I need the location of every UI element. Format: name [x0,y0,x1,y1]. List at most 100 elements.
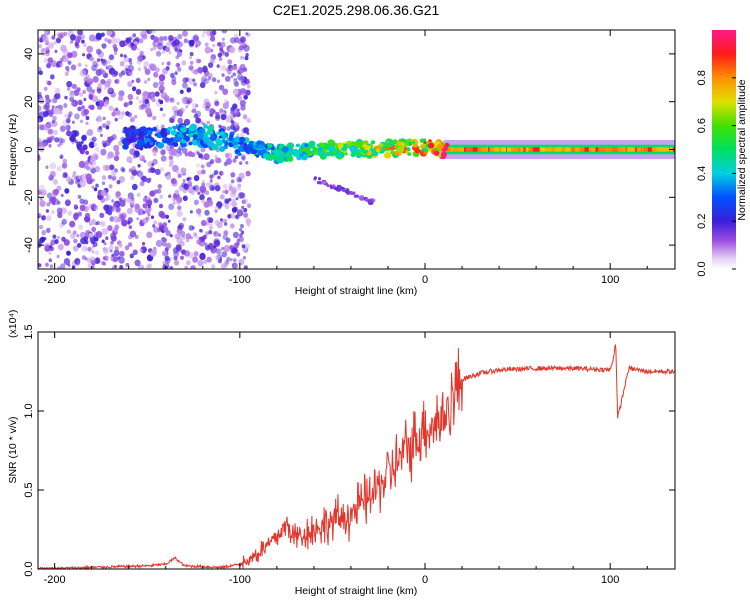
spectrogram-cell [79,69,87,77]
spectrogram-cell [52,234,57,239]
spectrogram-cell [239,88,247,96]
spectrogram-cell [239,63,246,70]
spectrogram-cell [121,168,126,173]
spectrogram-cell [199,228,203,233]
spectrogram-cell [235,214,239,219]
spectrogram-cell [203,98,210,106]
spectrogram-cell [239,132,245,138]
spectrogram-cell [89,56,95,62]
spectrogram-cell [154,91,160,97]
spectrogram-cell [136,139,144,146]
spectrogram-cell [227,64,232,70]
spectrogram-cell [193,113,199,119]
spectrogram-cell [207,76,212,81]
spectrogram-cell [206,199,214,207]
spectrogram-cell [91,64,97,72]
colorbar-tick-label: 0.6 [696,118,708,133]
spectrogram-cell [138,154,143,160]
spectrogram-cell [493,147,500,152]
spectrogram-cell [38,184,45,192]
spectrogram-cell [618,147,625,152]
spectrogram-cell [226,256,231,262]
spectrogram-cell [233,263,239,269]
spectrogram-cell [384,142,391,148]
spectrogram-cell [127,112,132,118]
spectrogram-cell [543,147,551,152]
spectrogram-cell [172,115,176,120]
colorbar-tick-label: 0.0 [696,261,708,276]
spectrogram-cell [79,119,84,124]
spectrogram-cell [243,265,248,269]
spectrogram-cell [196,239,202,245]
spectrogram-cell [130,131,136,136]
spectrogram-cell [100,197,106,203]
spectrogram-cell [79,231,86,239]
spectrogram-cell [119,250,125,257]
spectrogram-ytick-label: 40 [23,48,35,60]
spectrogram-cell [214,205,219,211]
spectrogram-cell [376,149,380,153]
spectrogram-cell [69,96,75,103]
spectrogram-cell [63,31,68,36]
spectrogram-cell [130,175,135,180]
spectrogram-cell [64,188,70,194]
spectrogram-cell [54,87,61,94]
spectrogram-cell [107,39,112,44]
spectrogram-cell [57,243,64,251]
spectrogram-cell [182,147,188,154]
spectrogram-cell [158,222,163,228]
spectrogram-cell [213,247,218,252]
spectrogram-cell [345,190,349,194]
spectrogram-cell [240,79,247,86]
spectrogram-cell [147,204,151,209]
spectrogram-cell [113,155,120,162]
spectrogram-cell [499,147,502,152]
colorbar-gradient [712,30,736,269]
spectrogram-cell [143,159,147,163]
spectrogram-cell [197,213,202,217]
spectrogram-cell [124,245,130,251]
spectrogram-cell [572,147,578,152]
spectrogram-cell [188,65,194,71]
spectrogram-cell [105,164,111,171]
spectrogram-cell [404,143,409,147]
spectrogram-cell [84,160,89,165]
spectrogram-cell [181,96,188,104]
spectrogram-cell [106,30,113,36]
spectrogram-cell [74,113,80,120]
spectrogram-cell [41,215,46,221]
spectrogram-cell [108,105,114,111]
spectrogram-cell [149,141,154,146]
spectrogram-cell [168,149,174,156]
spectrogram-cell [110,235,117,242]
spectrogram-cell [177,173,182,179]
spectrogram-cell [147,110,153,117]
spectrogram-cell [47,128,54,135]
spectrogram-cell [314,151,318,155]
spectrogram-cell [88,141,95,149]
spectrogram-cell [185,233,192,240]
spectrogram-cell [150,47,154,52]
spectrogram-cell [85,77,91,83]
spectrogram-cell [227,214,232,219]
spectrogram-cell [200,147,206,153]
spectrogram-cell [327,139,335,146]
spectrogram-cell [244,55,249,61]
spectrogram-cell [313,176,317,180]
spectrogram-cell [157,184,162,189]
spectrogram-cell [43,86,48,91]
spectrogram-cell [237,183,242,188]
spectrogram-cell [204,105,210,111]
spectrogram-cell [239,233,243,238]
spectrogram-cell [165,66,170,71]
spectrogram-cell [130,202,136,208]
spectrogram-cell [119,61,125,67]
spectrogram-cell [209,108,216,115]
spectrogram-cell [101,181,106,185]
spectrogram-cell [41,230,47,236]
spectrogram-cell [118,243,123,248]
spectrogram-cell [256,140,263,146]
spectrogram-cell [138,171,144,177]
spectrogram-cell [100,79,106,85]
spectrogram-cell [91,226,97,233]
